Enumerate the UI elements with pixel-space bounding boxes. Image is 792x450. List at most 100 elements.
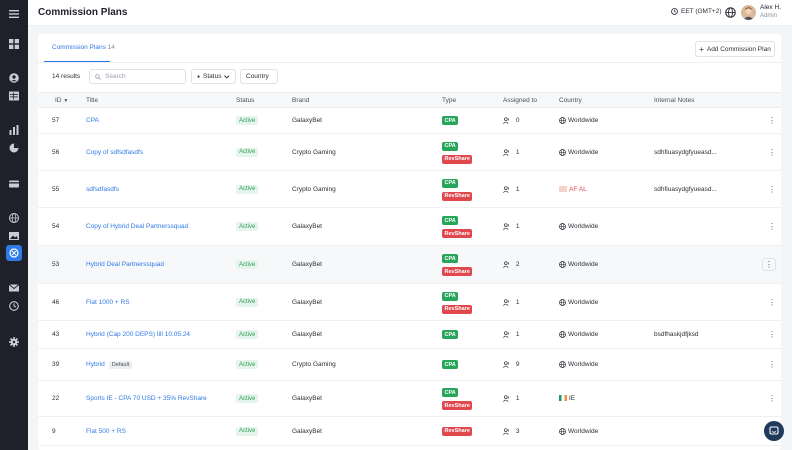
status-filter[interactable]: ● Status (191, 69, 236, 84)
users-icon (503, 331, 510, 338)
row-title: Flat 500 + RS (86, 427, 126, 435)
row-assigned[interactable]: 1 (503, 186, 519, 193)
user-icon[interactable] (8, 72, 20, 84)
card-icon[interactable] (8, 178, 20, 190)
commission-plans-icon[interactable] (6, 245, 22, 261)
globe-icon (559, 223, 566, 230)
column-header-country: Country (559, 97, 582, 104)
row-assigned[interactable]: 1 (503, 149, 519, 156)
users-icon (503, 298, 510, 306)
column-header-notes: Internal Notes (654, 97, 695, 104)
row-title-link[interactable]: Hybrid Deal Partnerssquad (86, 261, 164, 268)
status-badge: Active (236, 184, 259, 194)
type-badge-cpa: CPA (442, 216, 459, 225)
users-icon (503, 223, 510, 230)
row-menu-button[interactable]: ⋮ (768, 222, 776, 231)
table-row[interactable]: 43 Hybrid (Cap 200 DEPS) till 10.05.24 Act… (38, 321, 781, 349)
row-assigned[interactable]: 0 (503, 117, 519, 124)
country-filter[interactable]: Country (240, 69, 278, 84)
row-title-link[interactable]: Flat 1000 + RS (86, 299, 130, 306)
tab-commission-plans[interactable]: Commission Plans 14 (52, 44, 115, 51)
bar-chart-icon[interactable] (8, 124, 20, 136)
search-box[interactable] (89, 69, 186, 84)
row-assigned[interactable]: 3 (503, 428, 519, 435)
row-title-link[interactable]: Hybrid (Cap 200 DEPS) till 10.05.24 (86, 331, 190, 338)
assigned-count: 1 (515, 223, 520, 231)
pie-chart-icon[interactable] (8, 142, 20, 154)
row-country: Worldwide (559, 361, 598, 368)
row-country: Worldwide (559, 223, 598, 230)
column-header-status: Status (236, 97, 255, 104)
row-menu-button[interactable]: ⋮ (768, 116, 776, 125)
row-title: Hybrid (Cap 200 DEPS) till 10.05.24 (86, 331, 191, 338)
table-row[interactable]: 9 Flat 500 + RS Active GalaxyBet RevShare 3 W… (38, 417, 781, 446)
dashboard-icon[interactable] (8, 38, 20, 50)
type-badge-cpa: CPA (442, 116, 459, 125)
users-icon (503, 148, 510, 156)
plus-icon: + (699, 44, 704, 54)
row-title: Hybrid (86, 361, 105, 368)
type-badge-revshare: RevShare (442, 154, 473, 164)
row-menu-button[interactable]: ⋮ (768, 330, 776, 339)
menu-icon[interactable] (8, 8, 20, 20)
chat-button[interactable] (764, 421, 784, 441)
row-title-link[interactable]: sdfsdfasdfs (86, 186, 119, 193)
avatar[interactable] (741, 5, 756, 20)
table-row[interactable]: 53 Hybrid Deal Partnerssquad Active GalaxyB… (38, 246, 781, 284)
row-title-link[interactable]: Copy of Hybrid Deal Partnerssquad (86, 223, 188, 230)
row-brand: GalaxyBet (292, 331, 322, 338)
table-row[interactable]: 46 Flat 1000 + RS Active GalaxyBet CPA RevSha… (38, 284, 781, 321)
type-badge-revshare: RevShare (442, 304, 473, 314)
type-badge-revshare: RevShare (442, 426, 473, 436)
type-badge-cpa: CPA (442, 330, 459, 339)
row-brand: GalaxyBet (292, 427, 322, 435)
table-row[interactable]: 55 sdfsdfasdfs Active Crypto Gaming CPA RevSh… (38, 171, 781, 208)
users-icon (503, 427, 510, 435)
row-menu-button[interactable]: ⋮ (768, 360, 776, 369)
table-icon[interactable] (8, 90, 20, 102)
ireland-flag-icon (559, 395, 567, 402)
row-menu-button[interactable]: ⋮ (768, 184, 776, 194)
status-badge: Active (236, 330, 259, 339)
row-menu-button[interactable]: ⋮ (762, 258, 776, 271)
mail-icon[interactable] (8, 282, 20, 294)
row-title-link[interactable]: Flat 500 + RS (86, 428, 126, 435)
search-input[interactable] (105, 73, 175, 80)
table-row[interactable]: 39 Hybrid Default Active Crypto Gaming CPA 9 W… (38, 349, 781, 381)
row-assigned[interactable]: 1 (503, 331, 519, 338)
row-title-link[interactable]: CPA (86, 117, 99, 124)
table-row[interactable]: 54 Copy of Hybrid Deal Partnerssquad Activ… (38, 208, 781, 246)
row-title-link[interactable]: Sports IE - CPA 70 USD + 35% RevShare (86, 395, 207, 402)
users-icon (503, 185, 510, 193)
row-menu-button[interactable]: ⋮ (768, 394, 776, 403)
tab-divider (38, 62, 781, 63)
row-assigned[interactable]: 1 (503, 223, 519, 230)
image-icon[interactable] (8, 230, 20, 242)
table-row[interactable]: 22 Sports IE - CPA 70 USD + 35% RevShare A… (38, 381, 781, 417)
row-title: Copy of sdfsdfasdfs (86, 148, 144, 156)
language-globe-icon[interactable] (725, 7, 736, 18)
users-icon (503, 361, 510, 368)
column-header-title: Title (86, 97, 99, 104)
table-row[interactable]: 56 Copy of sdfsdfasdfs Active Crypto Gaming… (38, 134, 781, 171)
history-icon[interactable] (8, 300, 20, 312)
column-header-id[interactable]: ID ▼ (55, 97, 69, 104)
row-menu-button[interactable]: ⋮ (768, 297, 776, 307)
row-id: 39 (52, 361, 60, 368)
type-badge-revshare: RevShare (442, 267, 473, 276)
row-assigned[interactable]: 1 (503, 395, 519, 402)
row-assigned[interactable]: 9 (503, 361, 519, 368)
settings-icon[interactable] (8, 336, 20, 348)
row-title-link[interactable]: Hybrid Default (86, 361, 133, 369)
status-badge: Active (236, 222, 259, 231)
chevron-down-icon (224, 74, 230, 79)
add-commission-plan-button[interactable]: + Add Commission Plan (695, 41, 775, 57)
row-menu-button[interactable]: ⋮ (768, 147, 776, 157)
timezone-selector[interactable]: EET (GMT+2) (671, 8, 722, 15)
row-assigned[interactable]: 1 (503, 299, 519, 306)
globe-icon[interactable] (8, 212, 20, 224)
row-title-link[interactable]: Copy of sdfsdfasdfs (86, 149, 143, 156)
table-row[interactable]: 57 CPA Active GalaxyBet CPA 0 Worldwide ⋮ (38, 108, 781, 134)
row-id: 22 (52, 395, 60, 402)
row-assigned[interactable]: 2 (503, 261, 519, 268)
